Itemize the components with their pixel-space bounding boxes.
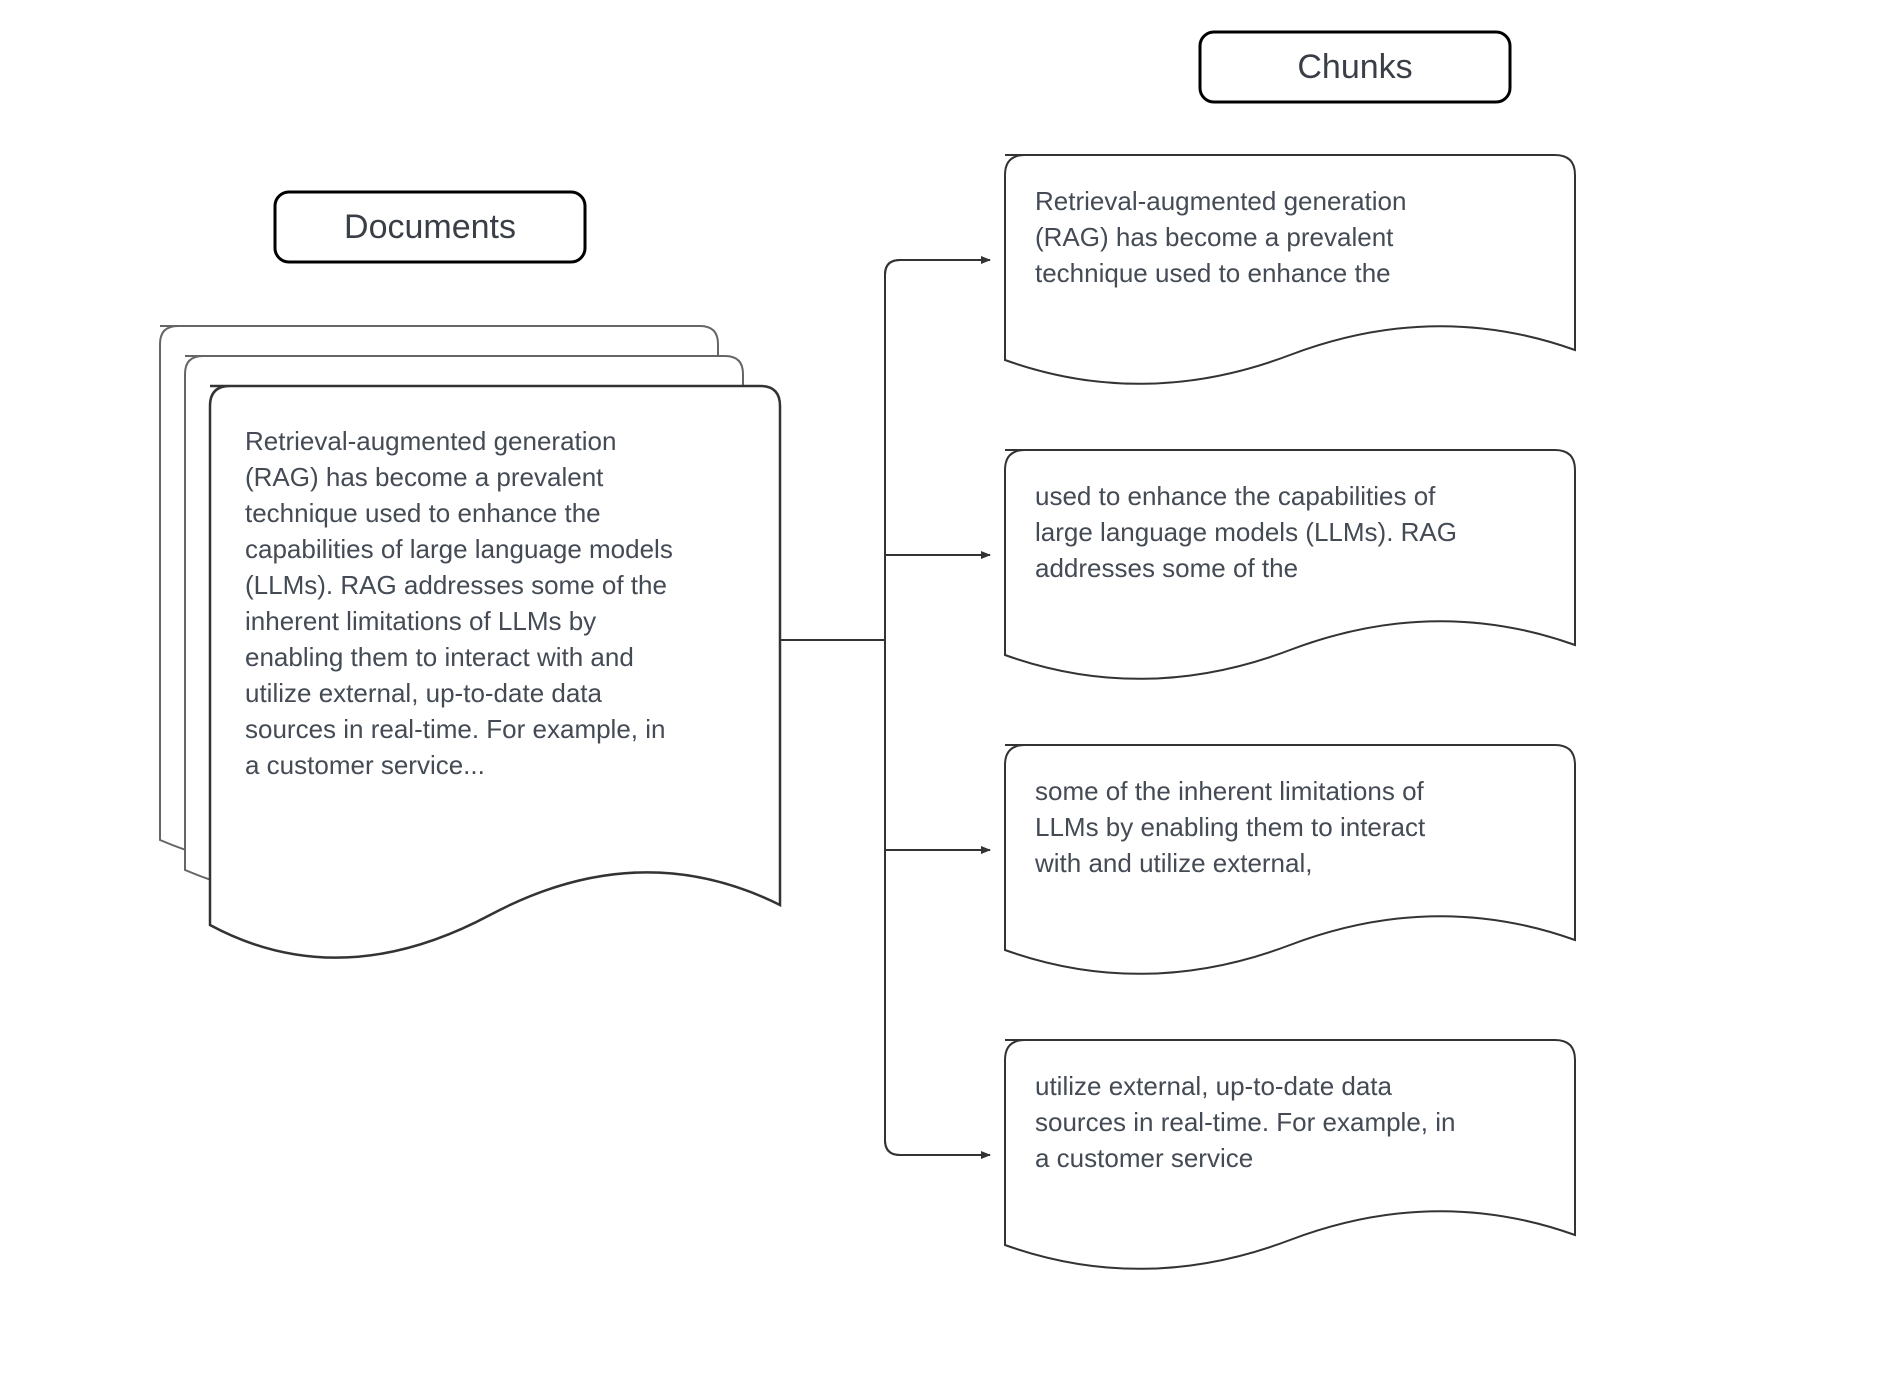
svg-text:LLMs by enabling them to inter: LLMs by enabling them to interact xyxy=(1035,812,1426,842)
chunk-4: utilize external, up-to-date data source… xyxy=(1005,1040,1575,1269)
svg-text:used to enhance the capabiliti: used to enhance the capabilities of xyxy=(1035,481,1436,511)
chunk-1: Retrieval-augmented generation (RAG) has… xyxy=(1005,155,1575,384)
chunk-3: some of the inherent limitations of LLMs… xyxy=(1005,745,1575,974)
connectors xyxy=(780,260,990,1155)
svg-text:addresses some of the: addresses some of the xyxy=(1035,553,1298,583)
svg-text:(RAG) has become a prevalent: (RAG) has become a prevalent xyxy=(245,462,604,492)
svg-text:with and utilize external,: with and utilize external, xyxy=(1034,848,1312,878)
svg-text:sources in real-time. For exam: sources in real-time. For example, in xyxy=(1035,1107,1455,1137)
svg-text:technique used to enhance the: technique used to enhance the xyxy=(1035,258,1391,288)
diagram-canvas: Documents Chunks Retrieval-augmented gen… xyxy=(0,0,1878,1390)
documents-label-box: Documents xyxy=(275,192,585,262)
svg-text:a customer service: a customer service xyxy=(1035,1143,1253,1173)
svg-text:inherent limitations of LLMs b: inherent limitations of LLMs by xyxy=(245,606,596,636)
svg-text:capabilities of large language: capabilities of large language models xyxy=(245,534,673,564)
svg-text:some of the inherent limitatio: some of the inherent limitations of xyxy=(1035,776,1425,806)
svg-text:(RAG) has become a prevalent: (RAG) has become a prevalent xyxy=(1035,222,1394,252)
svg-text:large language models (LLMs).: large language models (LLMs). RAG xyxy=(1035,517,1457,547)
svg-text:Retrieval-augmented generation: Retrieval-augmented generation xyxy=(245,426,616,456)
svg-text:technique used to enhance the: technique used to enhance the xyxy=(245,498,601,528)
svg-text:utilize external, up-to-date d: utilize external, up-to-date data xyxy=(1035,1071,1393,1101)
svg-text:utilize external, up-to-date d: utilize external, up-to-date data xyxy=(245,678,603,708)
svg-text:sources in real-time. For exam: sources in real-time. For example, in xyxy=(245,714,665,744)
svg-text:a customer service...: a customer service... xyxy=(245,750,485,780)
svg-text:Retrieval-augmented generation: Retrieval-augmented generation xyxy=(1035,186,1406,216)
svg-text:(LLMs). RAG addresses some of: (LLMs). RAG addresses some of the xyxy=(245,570,667,600)
chunks-label-text: Chunks xyxy=(1297,48,1412,86)
documents-label-text: Documents xyxy=(344,208,516,246)
svg-text:enabling them to interact with: enabling them to interact with and xyxy=(245,642,634,672)
chunk-2: used to enhance the capabilities of larg… xyxy=(1005,450,1575,679)
chunks-label-box: Chunks xyxy=(1200,32,1510,102)
